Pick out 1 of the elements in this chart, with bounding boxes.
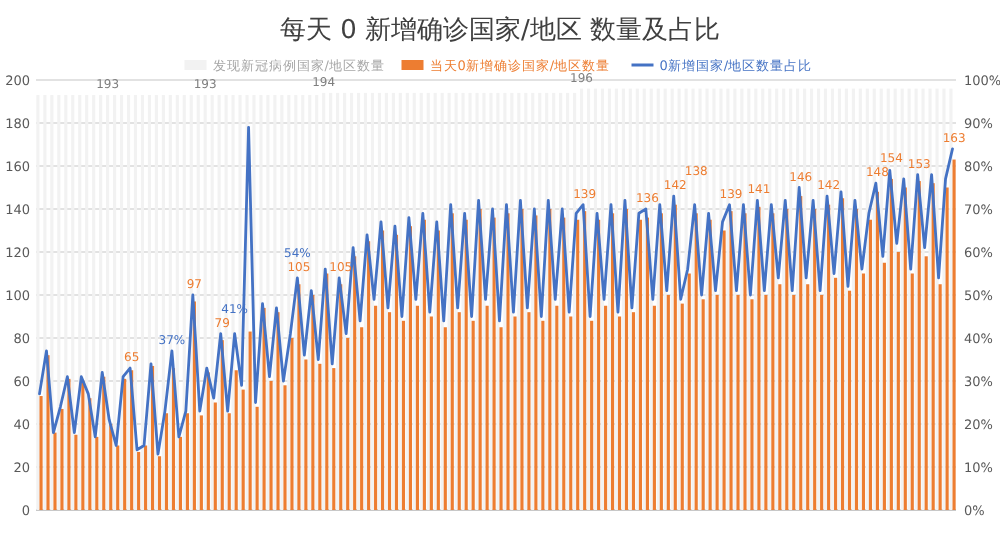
- chart-title: 每天 0 新增确诊国家/地区 数量及占比: [279, 14, 721, 46]
